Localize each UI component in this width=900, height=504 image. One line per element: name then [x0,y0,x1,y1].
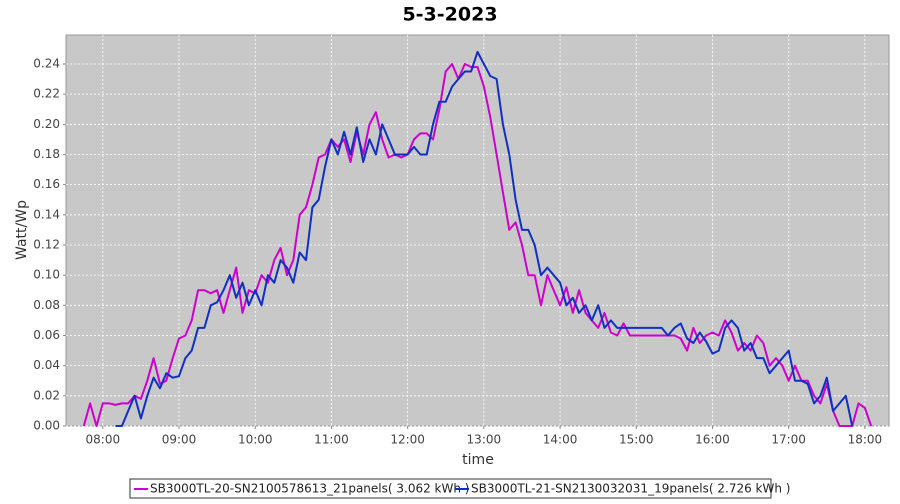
series-line [82,63,873,427]
y-tick-label: 0.04 [33,358,60,372]
x-tick-label: 14:00 [543,433,578,447]
legend-label: SB3000TL-21-SN2130032031_19panels( 2.726… [471,482,790,496]
series-line [115,50,854,427]
legend-label: SB3000TL-20-SN2100578613_21panels( 3.062… [150,482,469,496]
x-tick-label: 12:00 [390,433,425,447]
y-tick-label: 0.14 [33,207,60,221]
x-tick-label: 16:00 [695,433,730,447]
x-axis-label: time [462,452,494,468]
y-tick-label: 0.02 [33,388,60,402]
y-tick-label: 0.20 [33,117,60,131]
y-tick-label: 0.16 [33,177,60,191]
legend [129,478,772,499]
y-tick-label: 0.00 [33,419,60,433]
x-tick-label: 11:00 [314,433,349,447]
y-tick-label: 0.12 [33,237,60,251]
x-tick-label: 09:00 [162,433,197,447]
y-tick-label: 0.10 [33,268,60,282]
plot-area [65,34,890,427]
x-tick-label: 08:00 [86,433,121,447]
x-tick-label: 17:00 [771,433,806,447]
y-axis-label: Watt/Wp [14,200,30,260]
y-tick-label: 0.18 [33,147,60,161]
y-tick-label: 0.22 [33,87,60,101]
chart-title: 5-3-2023 [402,4,497,26]
y-tick-label: 0.06 [33,328,60,342]
x-tick-label: 10:00 [238,433,273,447]
y-tick-label: 0.08 [33,298,60,312]
x-tick-label: 13:00 [467,433,502,447]
x-tick-label: 18:00 [848,433,883,447]
x-tick-label: 15:00 [619,433,654,447]
y-tick-label: 0.24 [33,56,60,70]
